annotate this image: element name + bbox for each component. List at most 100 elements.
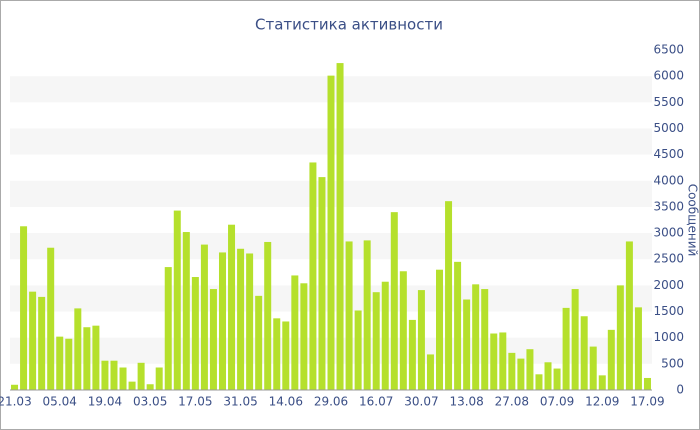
x-tick-label: 07.09 (540, 395, 574, 409)
x-tick-label: 05.04 (43, 395, 77, 409)
bar (137, 362, 145, 390)
bar (255, 295, 263, 390)
bar (228, 224, 236, 390)
bar (128, 381, 136, 390)
bar (218, 252, 226, 390)
y-tick-label: 500 (661, 356, 684, 370)
y-tick-label: 3000 (653, 226, 684, 240)
bar (643, 377, 651, 390)
chart-title: Статистика активности (255, 16, 443, 34)
bar (101, 360, 109, 390)
bar (616, 285, 624, 390)
bar (634, 307, 642, 390)
bar (164, 267, 172, 390)
bar (38, 296, 46, 390)
bar (273, 318, 281, 390)
bar (517, 358, 525, 390)
bar (47, 247, 55, 390)
y-tick-label: 4000 (653, 173, 684, 187)
bar (200, 244, 208, 390)
bar (119, 367, 127, 390)
bar (580, 316, 588, 390)
x-tick-label: 12.09 (585, 395, 619, 409)
x-tick-label: 14.06 (269, 395, 303, 409)
y-tick-label: 1500 (653, 304, 684, 318)
bar (472, 284, 480, 390)
bar (20, 226, 28, 390)
bar (246, 253, 254, 390)
bar (65, 338, 73, 390)
bar (544, 362, 552, 390)
y-tick-label: 2000 (653, 278, 684, 292)
bar (11, 384, 19, 390)
bar (390, 212, 398, 390)
bar (209, 289, 217, 390)
bar (562, 307, 570, 390)
x-tick-label: 30.07 (404, 395, 438, 409)
bar (399, 271, 407, 390)
bar (589, 346, 597, 390)
x-tick-label: 17.09 (630, 395, 664, 409)
bar (92, 325, 100, 390)
bar (309, 162, 317, 390)
bar (345, 241, 353, 390)
y-tick-label: 5500 (653, 95, 684, 109)
bar (408, 319, 416, 390)
bar (327, 75, 335, 390)
x-tick-label: 27.08 (495, 395, 529, 409)
bar (553, 368, 561, 390)
bar (318, 177, 326, 390)
bar (463, 299, 471, 390)
bar (173, 210, 181, 390)
y-tick-label: 6000 (653, 69, 684, 83)
x-tick-label: 19.04 (88, 395, 122, 409)
bar (282, 321, 290, 390)
x-tick-label: 16.07 (359, 395, 393, 409)
y-tick-label: 4500 (653, 147, 684, 161)
y-tick-label: 5000 (653, 121, 684, 135)
x-tick-label: 31.05 (223, 395, 257, 409)
bar (598, 375, 606, 390)
bar (300, 283, 308, 390)
bar (436, 269, 444, 390)
bar (363, 240, 371, 390)
bar (454, 261, 462, 390)
bar (607, 329, 615, 390)
y-tick-label: 1000 (653, 330, 684, 344)
x-tick-label: 03.05 (133, 395, 167, 409)
bar (264, 241, 272, 390)
bar (417, 290, 425, 390)
y-axis-label: Сообщений (686, 184, 700, 257)
y-tick-label: 2500 (653, 252, 684, 266)
bar (182, 232, 190, 390)
bar (56, 336, 64, 390)
bar (354, 310, 362, 390)
bar (291, 275, 299, 390)
y-tick-label: 6500 (653, 43, 684, 57)
x-tick-label: 21.03 (0, 395, 32, 409)
bar (155, 367, 163, 390)
bar (381, 281, 389, 390)
bar (372, 292, 380, 390)
y-tick-label: 0 (676, 383, 684, 397)
bar (83, 327, 91, 390)
bar (74, 308, 82, 390)
bar (490, 333, 498, 390)
bar (571, 289, 579, 390)
bar (526, 349, 534, 390)
bar (146, 384, 154, 390)
bar (336, 63, 344, 390)
bar (110, 360, 118, 390)
bar (191, 277, 199, 390)
x-tick-label: 13.08 (449, 395, 483, 409)
bar (445, 201, 453, 390)
bar (29, 291, 37, 390)
y-tick-label: 3500 (653, 199, 684, 213)
bar (237, 248, 245, 390)
x-tick-label: 29.06 (314, 395, 348, 409)
bar (481, 289, 489, 390)
x-tick-label: 17.05 (178, 395, 212, 409)
bar (508, 352, 516, 390)
bar (625, 241, 633, 390)
